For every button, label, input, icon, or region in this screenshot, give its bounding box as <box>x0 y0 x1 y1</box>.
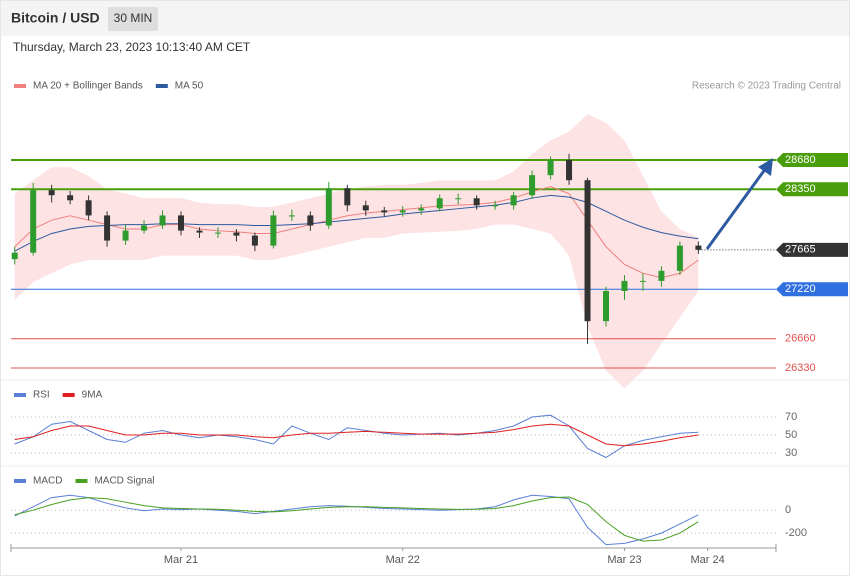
candle-body <box>196 230 203 233</box>
candle-body <box>418 208 425 211</box>
price-tag <box>776 282 848 297</box>
plot-layer: MA 20 + Bollinger Bands MA 50 28680 28350 27… <box>10 81 848 566</box>
price-level-label: 26660 <box>785 333 816 345</box>
x-tick-label: Mar 21 <box>164 554 198 566</box>
price-level-label: 27220 <box>785 283 816 295</box>
candle-body <box>141 225 148 231</box>
interval-badge[interactable] <box>108 7 158 31</box>
candle-body <box>122 230 129 241</box>
candle-body <box>85 200 92 216</box>
interval-label[interactable]: 30 MIN <box>114 11 153 25</box>
moving-average <box>14 194 699 252</box>
legend-swatch <box>14 393 26 397</box>
candle-body <box>621 280 628 291</box>
candle-body <box>11 252 18 260</box>
y-tick-label: 70 <box>785 411 797 423</box>
candle-body <box>307 215 314 226</box>
candle-body <box>676 245 683 271</box>
candle-body <box>288 215 295 217</box>
legend-label: 9MA <box>82 390 103 401</box>
candle-body <box>436 198 443 209</box>
y-tick-label: -200 <box>785 527 807 539</box>
candle-body <box>104 215 111 241</box>
legend-swatch <box>75 479 88 483</box>
candle-body <box>492 205 499 207</box>
credit: Research © 2023 Trading Central <box>692 81 841 92</box>
candle-body <box>159 215 166 226</box>
x-tick-label: Mar 23 <box>607 554 641 566</box>
candle-body <box>30 190 37 253</box>
candle-body <box>658 270 665 281</box>
legend-label: MACD <box>33 476 62 487</box>
legend-swatch <box>14 84 26 88</box>
candle-body <box>566 160 573 181</box>
timestamp: Thursday, March 23, 2023 10:13:40 AM CET <box>13 40 251 54</box>
candle-body <box>325 188 332 226</box>
candle-body <box>270 215 277 246</box>
legend-swatch <box>62 393 75 397</box>
candle-body <box>473 198 480 206</box>
candle-body <box>251 235 258 246</box>
indicator-line <box>14 423 699 447</box>
candle-body <box>362 205 369 211</box>
candle-body <box>529 175 536 196</box>
candle-body <box>510 195 517 206</box>
candle-body <box>547 160 554 176</box>
price-level-label: 28350 <box>785 183 816 195</box>
y-tick-label: 30 <box>785 447 797 459</box>
legend-label: MA 50 <box>175 81 204 92</box>
price-level-label: 26330 <box>785 362 816 374</box>
candle-body <box>639 280 646 282</box>
price-tag <box>776 242 848 257</box>
legend-label: MACD Signal <box>94 476 154 487</box>
candle-body <box>695 245 702 250</box>
candle-body <box>48 190 55 196</box>
indicator-line <box>14 496 699 542</box>
price-tag <box>776 182 848 197</box>
bollinger-band <box>14 113 699 389</box>
price-tag <box>776 153 848 168</box>
candle-body <box>344 188 351 206</box>
x-tick-label: Mar 22 <box>386 554 420 566</box>
x-tick-label: Mar 24 <box>691 554 725 566</box>
candle-body <box>233 232 240 236</box>
legend-swatch <box>14 479 26 483</box>
candle-body <box>603 290 609 322</box>
candle-body <box>67 195 74 201</box>
arrow-shaft <box>705 167 768 250</box>
instrument-title: Bitcoin / USD <box>11 10 100 26</box>
indicator-line <box>14 414 699 459</box>
arrow-head <box>758 158 773 176</box>
price-level-label: 27665 <box>785 244 816 256</box>
legend-label: MA 20 + Bollinger Bands <box>33 81 143 92</box>
candle-body <box>214 232 221 234</box>
candle-body <box>455 198 462 200</box>
candle-body <box>584 180 591 322</box>
candle-body <box>178 215 184 231</box>
projection-arrow <box>705 158 773 250</box>
legend-swatch <box>155 84 168 88</box>
moving-average <box>14 186 699 279</box>
indicator-line <box>14 494 699 546</box>
y-tick-label: 50 <box>785 429 797 441</box>
price-level-label: 28680 <box>785 154 816 166</box>
y-tick-label: 0 <box>785 504 791 516</box>
candle-body <box>399 210 406 213</box>
legend-label: RSI <box>33 390 50 401</box>
candle-body <box>381 210 388 213</box>
